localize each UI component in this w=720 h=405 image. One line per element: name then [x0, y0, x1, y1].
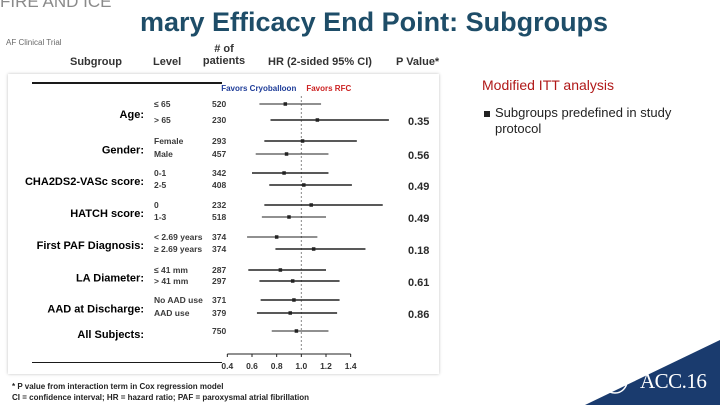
- bullet-square-icon: [484, 110, 490, 117]
- header-level: Level: [153, 56, 182, 68]
- brand-band-shape: [585, 340, 720, 405]
- subgroup-level: < 2.69 years: [154, 232, 203, 242]
- trial-subtitle: AF Clinical Trial: [6, 38, 62, 47]
- header-subgroup: Subgroup: [70, 56, 122, 68]
- subgroup-level: 2-5: [154, 180, 167, 190]
- header-patients: # of patients: [202, 43, 246, 67]
- patient-count: 379: [212, 308, 226, 318]
- forest-plot: Favors Cryoballoon Favors RFC Age: 0.35 ≤ 65…: [25, 82, 429, 371]
- p-value: 0.35: [408, 116, 429, 128]
- subgroup-level: No AAD use: [154, 295, 203, 305]
- hr-point: [283, 102, 288, 106]
- analysis-heading: Modified ITT analysis: [482, 77, 615, 93]
- trial-title: FIRE AND ICE: [0, 0, 112, 11]
- forest-plot-panel: Favors Cryoballoon Favors RFC Age: 0.35 ≤ 65…: [8, 74, 439, 374]
- hr-point: [288, 311, 292, 315]
- patient-count: 408: [212, 180, 226, 190]
- subgroup-level: > 41 mm: [154, 276, 189, 286]
- patient-count: 520: [212, 99, 226, 109]
- brand-band: [585, 340, 720, 405]
- hr-point: [278, 268, 283, 272]
- hr-point: [274, 235, 279, 239]
- subgroup-level: AAD use: [154, 308, 190, 318]
- x-tick-label: 0.6: [246, 361, 258, 371]
- panel-bottom-rule: [32, 362, 222, 363]
- hr-point: [292, 298, 296, 302]
- patient-count: 518: [212, 212, 226, 222]
- patient-count: 297: [212, 276, 226, 286]
- favors-rfc-label: Favors RFC: [306, 84, 351, 93]
- footnote-pvalue: * P value from interaction term in Cox r…: [12, 382, 224, 391]
- subgroup-name: HATCH score:: [70, 208, 144, 220]
- p-value: 0.61: [408, 277, 429, 289]
- hr-point: [282, 171, 286, 175]
- patient-count: 342: [212, 168, 226, 178]
- panel-top-rule: [32, 82, 222, 84]
- subgroup-level: Male: [154, 149, 173, 159]
- hr-point: [290, 279, 295, 283]
- subgroup-level: ≤ 65: [154, 99, 171, 109]
- patient-count: 293: [212, 136, 226, 146]
- p-value: 0.18: [408, 245, 429, 257]
- subgroup-name: All Subjects:: [77, 329, 144, 341]
- x-tick-label: 1.2: [320, 361, 332, 371]
- acc-seal-icon: [602, 368, 628, 394]
- p-value: 0.56: [408, 150, 429, 162]
- brand-label: ACC.16: [640, 369, 707, 393]
- favors-cryoballoon-label: Favors Cryoballoon: [221, 84, 296, 93]
- bullet-text: Subgroups predefined in study protocol: [495, 105, 672, 136]
- header-pvalue: P Value*: [396, 56, 440, 68]
- footnote-abbreviations: CI = confidence interval; HR = hazard ra…: [12, 393, 310, 402]
- hr-point: [284, 152, 289, 156]
- bullet-item: Subgroups predefined in study protocol: [484, 105, 709, 137]
- patient-count: 750: [212, 326, 226, 336]
- x-tick-label: 0.4: [221, 361, 233, 371]
- x-tick-label: 1.0: [295, 361, 307, 371]
- subgroup-name: AAD at Discharge:: [47, 304, 144, 316]
- subgroup-name: LA Diameter:: [76, 273, 144, 285]
- hr-point: [311, 247, 316, 251]
- subgroup-name: Age:: [120, 109, 144, 121]
- patient-count: 232: [212, 200, 226, 210]
- subgroup-level: > 65: [154, 115, 171, 125]
- hr-point: [294, 329, 299, 333]
- slide-title: mary Efficacy End Point: Subgroups: [140, 7, 609, 37]
- subgroup-level: Female: [154, 136, 184, 146]
- subgroup-level: 0: [154, 200, 159, 210]
- subgroup-level: 0-1: [154, 168, 167, 178]
- header-hr: HR (2-sided 95% CI): [268, 56, 372, 68]
- subgroup-level: ≥ 2.69 years: [154, 244, 202, 254]
- x-tick-label: 0.8: [271, 361, 283, 371]
- hr-point: [309, 203, 313, 207]
- patient-count: 230: [212, 115, 226, 125]
- subgroup-name: CHA2DS2-VASc score:: [25, 176, 144, 188]
- patient-count: 371: [212, 295, 226, 305]
- p-value: 0.49: [408, 213, 429, 225]
- patient-count: 374: [212, 232, 226, 242]
- patient-count: 374: [212, 244, 226, 254]
- hr-point: [315, 118, 320, 122]
- patient-count: 287: [212, 265, 226, 275]
- subgroup-level: 1-3: [154, 212, 167, 222]
- p-value: 0.86: [408, 309, 429, 321]
- x-tick-label: 1.4: [345, 361, 357, 371]
- p-value: 0.49: [408, 181, 429, 193]
- patient-count: 457: [212, 149, 226, 159]
- subgroup-name: Gender:: [102, 145, 144, 157]
- subgroup-level: ≤ 41 mm: [154, 265, 188, 275]
- hr-point: [300, 139, 305, 143]
- subgroup-name: First PAF Diagnosis:: [37, 240, 144, 252]
- hr-point: [302, 183, 306, 187]
- hr-point: [287, 215, 291, 219]
